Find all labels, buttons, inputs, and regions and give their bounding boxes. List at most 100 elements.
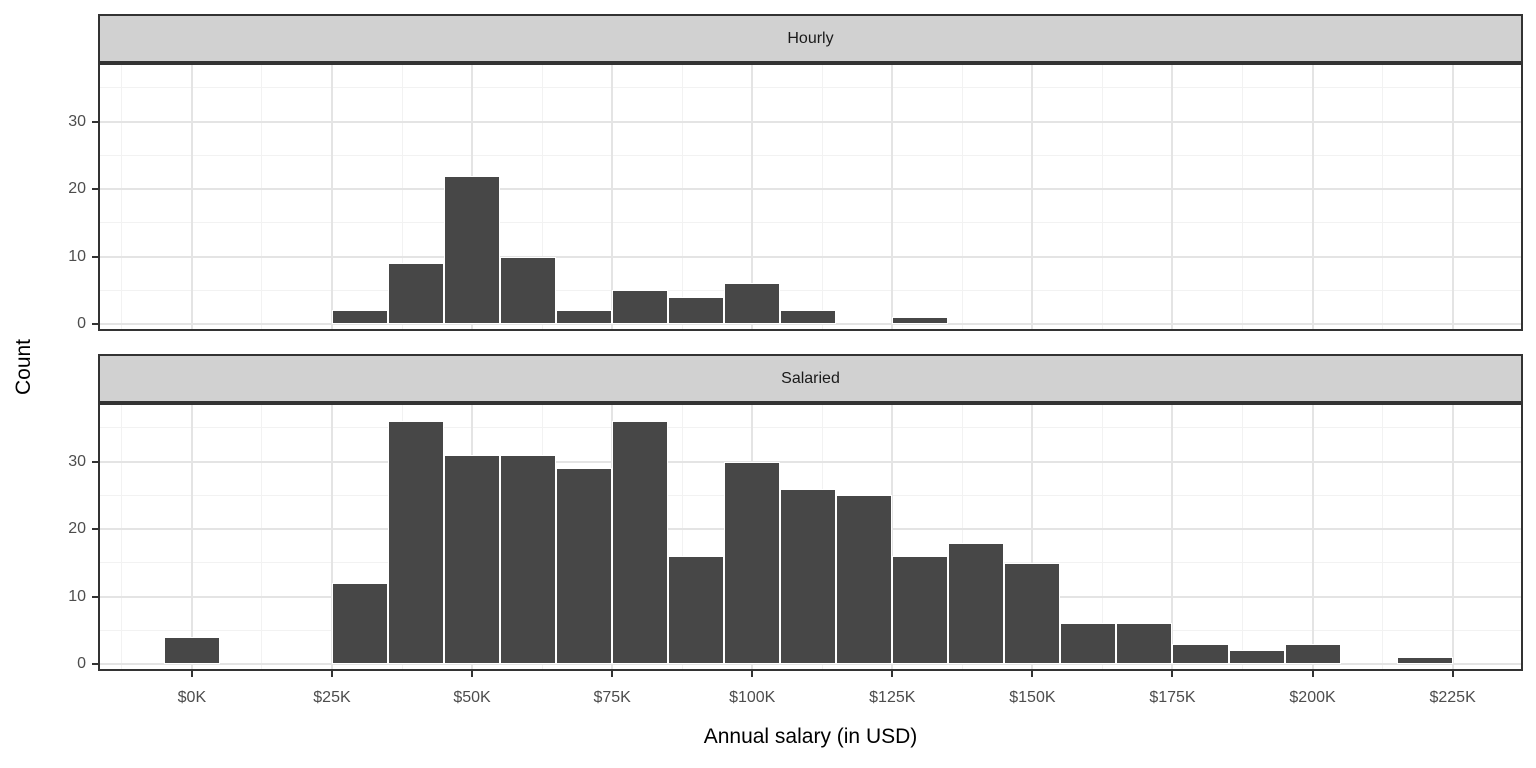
facet-strip-label: Hourly [787, 29, 834, 47]
gridline-major-vertical [1451, 405, 1454, 669]
gridline-major-horizontal [100, 662, 1521, 665]
gridline-major-vertical [1311, 405, 1314, 669]
x-tick-label: $200K [1289, 689, 1336, 706]
y-tick-mark [92, 528, 98, 531]
gridline-major-horizontal [100, 255, 1521, 258]
y-tick-label: 0 [77, 314, 86, 332]
y-tick-mark [92, 120, 98, 123]
histogram-bar [612, 421, 669, 664]
x-tick-mark [471, 671, 474, 677]
histogram-bar [163, 636, 220, 664]
gridline-major-vertical [1311, 65, 1314, 329]
gridline-minor-vertical [261, 405, 263, 669]
gridline-major-vertical [330, 405, 333, 669]
gridline-minor-horizontal [100, 289, 1521, 291]
x-tick-mark [751, 671, 754, 677]
facet-panel-hourly [98, 63, 1523, 331]
y-axis-title: Count [12, 338, 35, 396]
gridline-major-vertical [330, 65, 333, 329]
facet-strip-label: Salaried [781, 369, 840, 387]
x-axis-title: Annual salary (in USD) [703, 725, 918, 748]
gridline-major-vertical [611, 65, 614, 329]
x-tick-label: $175K [1149, 689, 1196, 706]
x-tick-label: $225K [1429, 689, 1476, 706]
histogram-bar [668, 556, 725, 664]
gridline-minor-vertical [541, 65, 543, 329]
y-tick-mark [92, 255, 98, 258]
gridline-minor-vertical [121, 65, 123, 329]
gridline-minor-vertical [681, 65, 683, 329]
histogram-bar [1228, 650, 1285, 664]
y-tick-mark [92, 460, 98, 463]
gridline-minor-horizontal [100, 427, 1521, 429]
histogram-bar [948, 542, 1005, 664]
histogram-bar [331, 583, 388, 664]
histogram-bar [1396, 657, 1453, 664]
histogram-bar [500, 256, 557, 324]
histogram-bar [892, 317, 949, 324]
gridline-minor-vertical [121, 405, 123, 669]
facet-strip-hourly: Hourly [98, 14, 1523, 63]
gridline-minor-vertical [821, 65, 823, 329]
gridline-major-horizontal [100, 120, 1521, 123]
gridline-major-vertical [190, 65, 193, 329]
gridline-minor-vertical [1242, 65, 1243, 329]
histogram-bar [668, 296, 725, 324]
gridline-major-horizontal [100, 188, 1521, 191]
facet-panel-salaried [98, 403, 1523, 671]
histogram-bar [892, 556, 949, 664]
gridline-minor-vertical [1382, 405, 1384, 669]
histogram-bar [1060, 623, 1117, 664]
x-tick-mark [1451, 671, 1454, 677]
y-tick-label: 30 [68, 112, 86, 130]
histogram-bar [556, 310, 613, 324]
histogram-bar [780, 488, 837, 664]
y-tick-mark [92, 188, 98, 191]
y-tick-label: 20 [68, 180, 86, 198]
histogram-bar [444, 454, 501, 664]
gridline-minor-vertical [681, 405, 683, 669]
x-tick-label: $125K [869, 689, 916, 706]
y-tick-label: 10 [68, 247, 86, 265]
x-tick-mark [611, 671, 614, 677]
x-tick-mark [891, 671, 894, 677]
y-tick-mark [92, 595, 98, 598]
y-tick-mark [92, 662, 98, 665]
gridline-major-vertical [190, 405, 193, 669]
x-tick-mark [1311, 671, 1314, 677]
histogram-bar [1172, 643, 1229, 664]
x-tick-label: $150K [1009, 689, 1056, 706]
x-tick-mark [1031, 671, 1034, 677]
gridline-minor-vertical [261, 65, 263, 329]
y-tick-label: 20 [68, 520, 86, 538]
x-tick-mark [190, 671, 193, 677]
gridline-major-vertical [1171, 65, 1174, 329]
histogram-bar [1004, 562, 1061, 664]
histogram-bar [724, 461, 781, 664]
histogram-bar [836, 495, 893, 664]
gridline-major-horizontal [100, 322, 1521, 325]
gridline-major-horizontal [100, 460, 1521, 463]
x-tick-mark [1171, 671, 1174, 677]
histogram-bar [388, 421, 445, 664]
gridline-major-vertical [1031, 405, 1034, 669]
x-tick-label: $75K [593, 689, 631, 706]
histogram-bar [612, 290, 669, 324]
gridline-major-vertical [751, 65, 754, 329]
x-tick-label: $100K [729, 689, 776, 706]
gridline-major-vertical [1451, 65, 1454, 329]
histogram-bar [724, 283, 781, 324]
x-tick-mark [330, 671, 333, 677]
gridline-minor-vertical [1382, 65, 1384, 329]
gridline-minor-vertical [401, 65, 403, 329]
histogram-bar [331, 310, 388, 324]
histogram-bar [1284, 643, 1341, 664]
gridline-major-vertical [891, 65, 894, 329]
x-tick-label: $0K [177, 689, 207, 706]
histogram-bar [780, 310, 837, 324]
y-tick-label: 0 [77, 654, 86, 672]
gridline-minor-horizontal [100, 222, 1521, 224]
gridline-minor-vertical [1242, 405, 1243, 669]
gridline-minor-vertical [1101, 405, 1103, 669]
